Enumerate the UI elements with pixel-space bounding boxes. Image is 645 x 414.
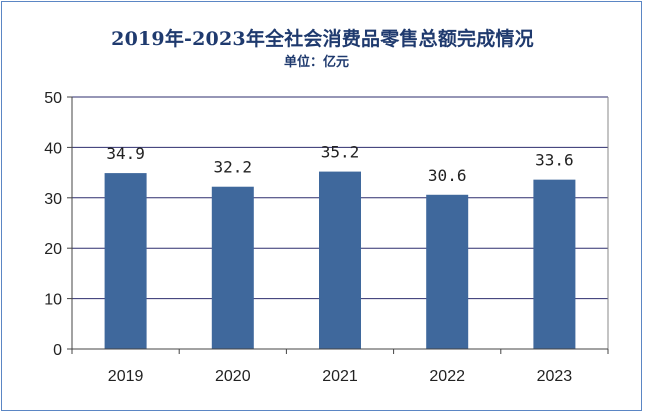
- bar-2023: [533, 179, 576, 349]
- chart-title: 2019年-2023年全社会消费品零售总额完成情况: [111, 28, 534, 50]
- data-label-2019: 34.9: [106, 144, 145, 163]
- bar-2020: [211, 186, 254, 349]
- bar-2022: [426, 194, 469, 349]
- x-tick-label-2023: 2023: [537, 368, 573, 385]
- bar-2019: [104, 173, 147, 349]
- data-label-2020: 32.2: [214, 158, 253, 177]
- x-tick-label-2022: 2022: [429, 368, 465, 385]
- y-tick-labels: 0 10 20 30 40 50: [44, 90, 62, 359]
- x-tick-label-2021: 2021: [322, 368, 358, 385]
- data-label-2021: 35.2: [321, 143, 360, 162]
- y-tick-label: 30: [44, 191, 62, 208]
- x-tick-label-2020: 2020: [215, 368, 251, 385]
- data-label-2023: 33.6: [535, 151, 574, 170]
- axes: [67, 96, 609, 354]
- data-labels: 34.9 32.2 35.2 30.6 33.6: [106, 143, 573, 185]
- unit-label: 单位：亿元: [284, 55, 350, 70]
- y-tick-label: 0: [53, 342, 62, 359]
- x-tick-labels: 2019 2020 2021 2022 2023: [108, 368, 572, 385]
- y-tick-label: 50: [44, 90, 62, 107]
- bars: [104, 171, 576, 349]
- y-tick-label: 20: [44, 241, 62, 258]
- y-tick-label: 10: [44, 292, 62, 309]
- y-tick-label: 40: [44, 140, 62, 157]
- x-tick-label-2019: 2019: [108, 368, 144, 385]
- bar-2021: [319, 171, 361, 349]
- data-label-2022: 30.6: [428, 166, 467, 185]
